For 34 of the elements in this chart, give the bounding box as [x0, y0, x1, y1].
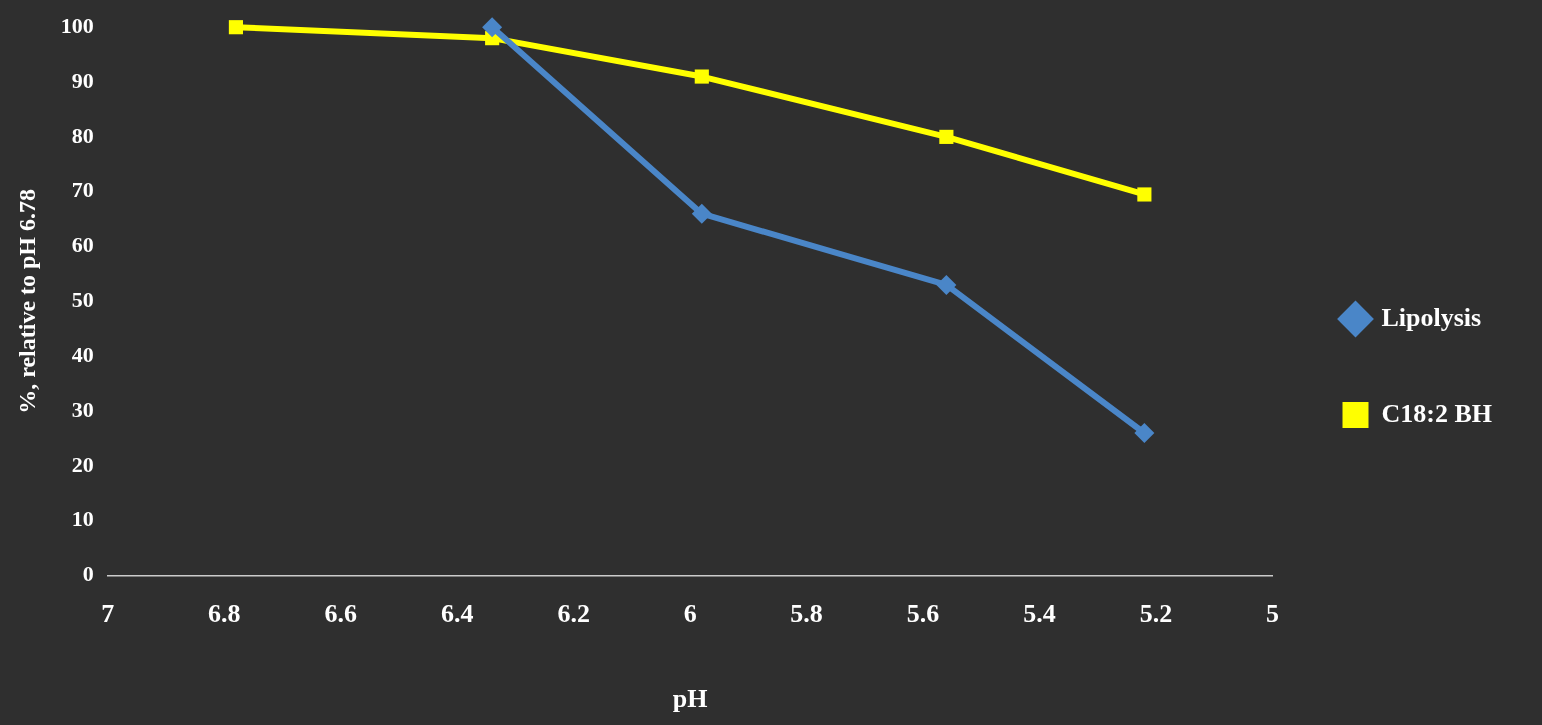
legend-label: C18:2 BH: [1381, 398, 1492, 428]
point: [1137, 187, 1152, 202]
x-tick-label: 6.8: [208, 598, 241, 628]
point: [939, 129, 954, 144]
y-tick-label: 40: [71, 341, 94, 367]
point: [482, 17, 503, 38]
y-tick-label: 10: [71, 506, 94, 532]
x-tick-label: 6.6: [324, 598, 357, 628]
point: [694, 69, 709, 84]
y-tick-label: 80: [71, 122, 94, 148]
y-tick-label: 30: [71, 396, 94, 422]
x-tick-label: 7: [101, 598, 115, 628]
y-tick-label: 0: [82, 561, 94, 587]
y-tick-label: 20: [71, 451, 94, 477]
x-axis-title: pH: [672, 684, 708, 714]
x-tick-label: 5.6: [906, 598, 940, 628]
y-tick-label: 50: [71, 287, 94, 313]
y-tick-label: 70: [71, 177, 94, 203]
y-tick-label: 60: [71, 232, 94, 258]
x-tick-label: 6.2: [557, 598, 590, 628]
y-axis-title: %, relative to pH 6.78: [13, 188, 40, 414]
x-tick-label: 5.8: [790, 598, 823, 628]
x-tick-label: 6: [683, 598, 697, 628]
x-tick-label: 5.2: [1139, 598, 1173, 628]
point: [936, 274, 957, 295]
point: [1134, 423, 1155, 444]
x-tick-label: 6.4: [440, 598, 474, 628]
legend-label: Lipolysis: [1381, 302, 1482, 332]
x-tick-label: 5: [1266, 598, 1279, 628]
y-tick-label: 90: [71, 67, 94, 93]
x-tick-label: 5.4: [1023, 598, 1056, 628]
point: [228, 20, 243, 35]
y-tick-label: 100: [60, 12, 94, 38]
point: [691, 203, 712, 224]
